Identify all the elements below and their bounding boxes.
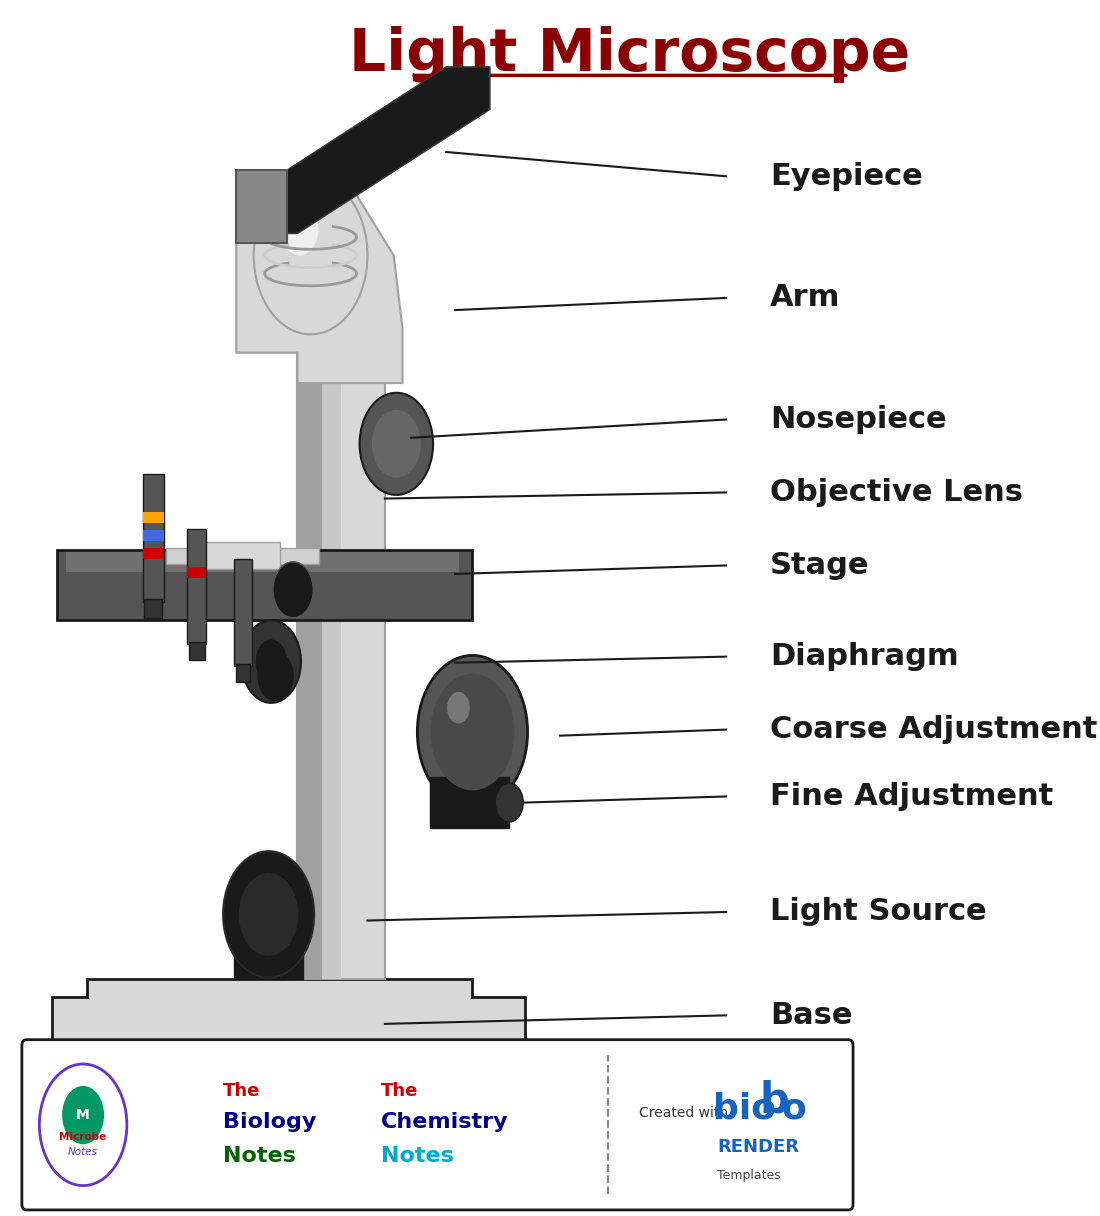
Text: Coarse Adjustment: Coarse Adjustment bbox=[770, 715, 1098, 744]
Bar bbox=[143, 512, 164, 523]
Bar bbox=[59, 1048, 98, 1085]
Circle shape bbox=[254, 176, 367, 334]
Circle shape bbox=[62, 1086, 104, 1144]
Text: Microbe: Microbe bbox=[59, 1132, 107, 1142]
Bar bbox=[234, 900, 302, 979]
Bar bbox=[387, 1048, 426, 1085]
Text: Templates: Templates bbox=[717, 1170, 781, 1182]
Bar bbox=[125, 1048, 164, 1085]
Text: Notes: Notes bbox=[68, 1147, 98, 1156]
Bar bbox=[57, 550, 473, 620]
Circle shape bbox=[242, 620, 301, 703]
Text: Notes: Notes bbox=[381, 1147, 453, 1166]
Circle shape bbox=[280, 202, 319, 255]
FancyBboxPatch shape bbox=[22, 1040, 854, 1210]
Text: Chemistry: Chemistry bbox=[381, 1113, 508, 1132]
Polygon shape bbox=[250, 67, 490, 233]
Bar bbox=[297, 310, 322, 979]
Text: Created with: Created with bbox=[639, 1105, 728, 1120]
Circle shape bbox=[360, 393, 433, 495]
Polygon shape bbox=[236, 170, 403, 383]
Bar bbox=[143, 548, 164, 559]
Bar bbox=[166, 548, 319, 564]
Text: Objective Lens: Objective Lens bbox=[770, 478, 1023, 507]
Circle shape bbox=[239, 873, 298, 956]
Circle shape bbox=[258, 652, 293, 700]
Text: Nosepiece: Nosepiece bbox=[770, 405, 947, 434]
Bar bbox=[66, 552, 460, 572]
Bar bbox=[234, 559, 252, 666]
Text: Eyepiece: Eyepiece bbox=[770, 162, 923, 191]
Text: Diaphragm: Diaphragm bbox=[770, 642, 958, 671]
Text: o: o bbox=[781, 1092, 806, 1126]
Circle shape bbox=[223, 851, 315, 978]
Bar bbox=[187, 529, 207, 644]
Text: bio: bio bbox=[713, 1092, 777, 1126]
Bar bbox=[188, 542, 280, 569]
Text: The: The bbox=[381, 1082, 418, 1099]
Bar bbox=[236, 664, 250, 682]
Circle shape bbox=[417, 655, 528, 809]
Bar bbox=[458, 1048, 496, 1085]
Bar bbox=[143, 474, 164, 602]
Bar bbox=[143, 530, 164, 541]
Circle shape bbox=[447, 692, 470, 724]
Bar bbox=[189, 642, 205, 660]
Text: Light Microscope: Light Microscope bbox=[350, 27, 911, 83]
Text: The: The bbox=[223, 1082, 261, 1099]
Circle shape bbox=[40, 1064, 127, 1186]
Bar bbox=[144, 599, 162, 618]
Text: Fine Adjustment: Fine Adjustment bbox=[770, 782, 1053, 811]
Circle shape bbox=[372, 410, 421, 478]
Text: Notes: Notes bbox=[223, 1147, 296, 1166]
Polygon shape bbox=[53, 979, 525, 1052]
Bar bbox=[187, 567, 207, 578]
Text: b: b bbox=[759, 1080, 790, 1121]
Bar bbox=[236, 170, 287, 243]
Circle shape bbox=[255, 640, 287, 683]
Text: RENDER: RENDER bbox=[717, 1138, 800, 1155]
Bar bbox=[297, 310, 385, 979]
Circle shape bbox=[430, 674, 515, 790]
Text: Base: Base bbox=[770, 1001, 853, 1030]
Circle shape bbox=[495, 783, 524, 822]
Circle shape bbox=[273, 562, 314, 618]
Text: Biology: Biology bbox=[223, 1113, 317, 1132]
Text: M: M bbox=[76, 1108, 90, 1122]
Text: Arm: Arm bbox=[770, 283, 840, 313]
Bar bbox=[430, 777, 509, 828]
Bar bbox=[322, 310, 341, 979]
Text: Light Source: Light Source bbox=[770, 897, 987, 927]
Text: Stage: Stage bbox=[770, 551, 869, 580]
